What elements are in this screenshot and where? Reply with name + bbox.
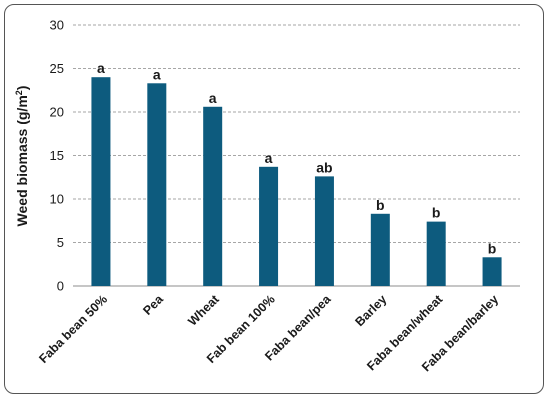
bar [426, 221, 446, 286]
significance-letter: a [97, 60, 105, 76]
category-label: Barley [352, 292, 389, 329]
bar [482, 257, 502, 286]
y-axis-label-main: Weed biomass (g/m [14, 95, 30, 226]
y-tick-labels: 0 5 10 15 20 25 30 [50, 18, 64, 294]
category-label: Wheat [185, 292, 222, 329]
y-tick-label: 20 [50, 105, 64, 120]
bar [203, 106, 223, 286]
bar-chart: 0 5 10 15 20 25 30 a a a a ab b b b Faba bean 50% Pea W… [14, 18, 520, 374]
chart-frame: 0 5 10 15 20 25 30 a a a a ab b b b Faba bean 50% Pea W… [4, 4, 544, 394]
y-tick-label: 10 [50, 192, 64, 207]
category-label: Pea [140, 291, 166, 317]
bars [91, 77, 502, 286]
bar [259, 166, 279, 286]
significance-letters: a a a a ab b b b [97, 60, 496, 256]
category-label: Faba bean 50% [36, 292, 110, 366]
bar [370, 213, 390, 286]
bar [147, 83, 167, 286]
gridlines [73, 24, 520, 243]
y-tick-label: 0 [57, 279, 64, 294]
significance-letter: b [488, 240, 497, 256]
y-tick-label: 25 [50, 61, 64, 76]
y-tick-label: 5 [57, 235, 64, 250]
y-axis-label-sup: 2 [14, 90, 24, 95]
y-tick-label: 15 [50, 148, 64, 163]
significance-letter: ab [316, 159, 332, 175]
bar [91, 77, 111, 286]
significance-letter: a [153, 66, 161, 82]
y-tick-label: 30 [50, 18, 64, 33]
bar [314, 176, 334, 286]
y-axis-label-close: ) [14, 86, 30, 91]
significance-letter: a [209, 90, 217, 106]
y-axis-label: Weed biomass (g/m2) [14, 86, 30, 227]
significance-letter: a [265, 150, 273, 166]
significance-letter: b [432, 205, 441, 221]
significance-letter: b [376, 197, 385, 213]
